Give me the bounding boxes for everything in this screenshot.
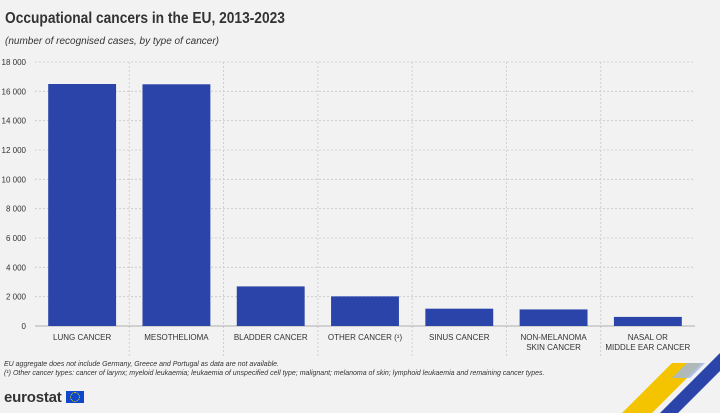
eurostat-logo: eurostat [4,388,84,406]
bar [331,296,399,326]
bar [142,84,211,326]
y-tick-label: 14 000 [2,117,27,126]
y-tick-label: 18 000 [2,58,27,67]
chart-title: Occupational cancers in the EU, 2013-202… [5,10,285,27]
bar [48,84,117,326]
brand-name: eurostat [4,388,62,406]
bar [236,286,305,326]
bar-chart: 0 2 000 4 000 6 000 8 000 10 000 12 000 14 000 1… [2,58,695,356]
y-tick-label: 0 [22,322,27,331]
x-tick-label: MIDDLE EAR CANCER [605,343,690,352]
eu-flag-icon [65,391,84,403]
x-tick-label: BLADDER CANCER [234,333,308,342]
chart-subtitle: (number of recognised cases, by type of … [5,36,219,47]
x-tick-label: NON-MELANOMA [520,333,587,342]
bar [613,316,682,326]
bar [519,309,588,326]
y-tick-label: 8 000 [6,205,27,214]
x-tick-label: SKIN CANCER [526,343,581,352]
x-tick-label: LUNG CANCER [53,333,111,342]
x-tick-label: SINUS CANCER [429,333,490,342]
y-tick-label: 6 000 [6,234,27,243]
x-tick-label: MESOTHELIOMA [144,333,209,342]
decorative-ribbon-graphic [622,353,720,413]
footnote-aggregate: EU aggregate does not include Germany, G… [4,361,279,368]
x-tick-label: OTHER CANCER (¹) [328,333,403,342]
bar [425,308,494,326]
y-tick-label: 4 000 [6,263,27,272]
y-tick-label: 2 000 [6,293,27,302]
y-tick-label: 12 000 [2,146,27,155]
x-tick-label: NASAL OR [628,333,668,342]
y-tick-label: 16 000 [2,87,27,96]
y-tick-label: 10 000 [2,175,27,184]
footnote-other-cancer: (¹) Other cancer types: cancer of larynx… [4,370,545,377]
